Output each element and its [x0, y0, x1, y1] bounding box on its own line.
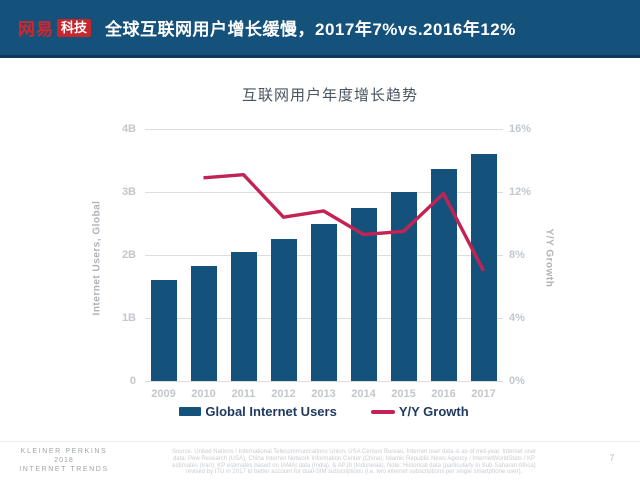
bar-2010 [190, 265, 217, 381]
right-axis-tick: 0% [509, 375, 525, 387]
left-axis-tick: 1B [121, 312, 136, 324]
netease-logo-text: 网易 [18, 20, 54, 39]
bar-2013 [310, 223, 337, 381]
x-axis-label-2009: 2009 [151, 388, 176, 400]
chart-title: 互联网用户年度增长趋势 [241, 87, 418, 104]
brand-line-1: KLEINER PERKINS [20, 448, 108, 455]
gridline [145, 129, 503, 130]
bar-2017 [470, 154, 497, 381]
left-axis-tick: 0 [129, 375, 136, 387]
legend-item-bar: Global Internet Users [179, 404, 337, 419]
left-axis-tick: 3B [121, 186, 136, 198]
right-axis-tick: 16% [509, 123, 532, 135]
x-axis-label-2016: 2016 [431, 388, 456, 400]
bar-2011 [230, 251, 257, 381]
header: 网易 科技 全球互联网用户增长缓慢，2017年7%vs.2016年12% [0, 0, 640, 58]
left-axis-tick: 2B [121, 249, 136, 261]
x-axis-label-2011: 2011 [231, 388, 256, 400]
line-swatch [370, 409, 395, 414]
left-axis-tick: 4B [121, 123, 136, 135]
right-axis-tick: 4% [509, 312, 525, 324]
source-line-4: revised by ITU in 2017 to better account… [185, 469, 523, 476]
x-axis-label-2010: 2010 [191, 388, 216, 400]
legend: Global Internet Users Y/Y Growth [0, 404, 640, 419]
page-number: 7 [609, 453, 615, 463]
bar-2015 [390, 192, 417, 381]
legend-label: Global Internet Users [205, 404, 337, 419]
x-axis-label-2012: 2012 [271, 388, 296, 400]
brand-line-3: INTERNET TRENDS [19, 466, 109, 473]
footer-divider [0, 441, 640, 442]
bar-2016 [430, 169, 457, 381]
source-note: Source: United Nations / International T… [158, 449, 550, 476]
bar-swatch [179, 407, 202, 416]
brand-line-2: 2018 [54, 457, 74, 464]
netease-tech-logo: 网易 科技 [18, 15, 92, 40]
kleiner-perkins-brand: KLEINER PERKINS 2018 INTERNET TRENDS [8, 447, 120, 474]
source-line-1: Source: United Nations / International T… [171, 449, 537, 455]
legend-label: Y/Y Growth [398, 404, 469, 419]
bar-2012 [270, 238, 297, 381]
x-axis-label-2015: 2015 [391, 388, 416, 400]
x-axis-label-2014: 2014 [351, 388, 376, 400]
right-axis-tick: 12% [509, 186, 532, 198]
x-axis-label-2017: 2017 [471, 388, 496, 400]
x-axis-label-2013: 2013 [311, 388, 336, 400]
source-line-3: estimates (Iran), KP estimates based on … [172, 462, 536, 469]
gridline [145, 381, 503, 382]
bar-2009 [150, 280, 177, 381]
tech-badge: 科技 [57, 18, 92, 37]
bar-2014 [350, 208, 377, 381]
slide-title: 全球互联网用户增长缓慢，2017年7%vs.2016年12% [105, 20, 516, 39]
legend-item-line: Y/Y Growth [370, 404, 469, 419]
source-line-2: data: Pew Research (USA), China Internet… [172, 455, 536, 462]
right-axis-tick: 8% [509, 249, 525, 261]
